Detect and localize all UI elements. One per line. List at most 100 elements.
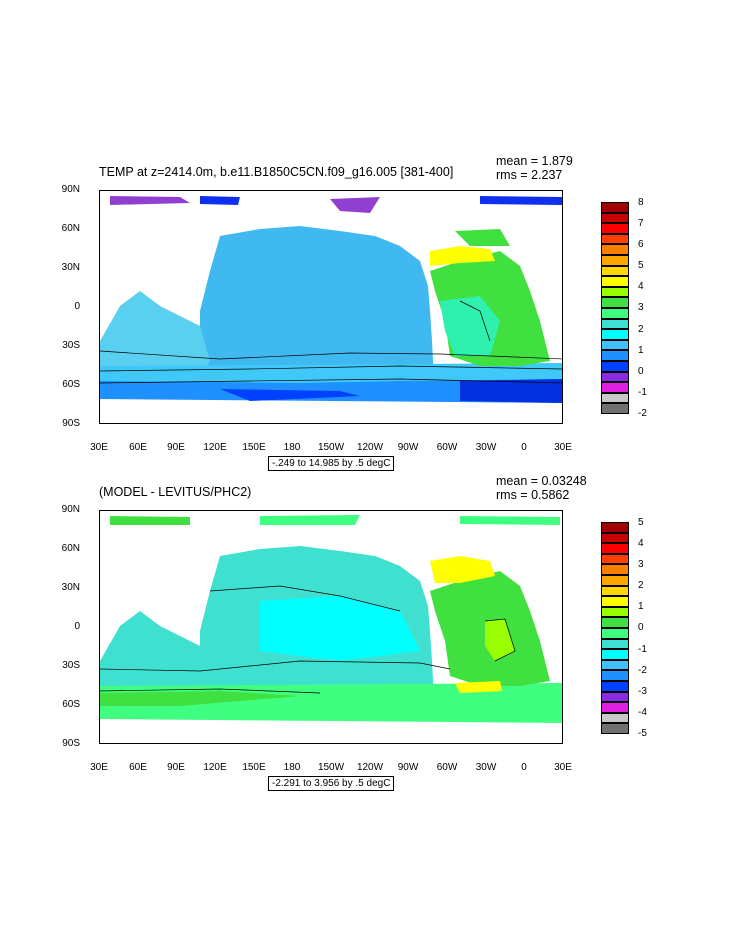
- panel-title: TEMP at z=2414.0m, b.e11.B1850C5CN.f09_g…: [99, 165, 454, 179]
- x-tick-label: 180: [283, 762, 301, 773]
- north-atlantic-warm-patch: [430, 556, 495, 583]
- mean-label: mean = 1.879: [496, 154, 573, 168]
- pacific-cool-patch: [260, 596, 420, 661]
- y-tick-label: 30S: [62, 340, 80, 351]
- arctic-green-patch-3: [460, 516, 560, 525]
- x-tick-label: 90W: [397, 762, 419, 773]
- x-tick-label: 120E: [203, 442, 227, 453]
- colorbar-swatch: [601, 670, 629, 681]
- colorbar-label: 6: [638, 239, 644, 250]
- contour-line: [100, 660, 451, 672]
- colorbar-swatch: [601, 723, 629, 734]
- colorbar-swatch: [601, 233, 629, 245]
- x-tick-label: 30E: [554, 442, 572, 453]
- x-tick-label: 30W: [475, 762, 497, 773]
- y-tick-label: 90N: [61, 504, 80, 515]
- contour-line: [100, 688, 321, 694]
- colorbar-swatch: [601, 276, 629, 287]
- x-tick-label: 150E: [242, 762, 266, 773]
- south-atlantic-warm-patch: [485, 619, 515, 661]
- colorbar-swatch: [601, 318, 629, 330]
- colorbar-label: 1: [638, 345, 644, 356]
- colorbar-swatch: [601, 628, 629, 639]
- y-tick-label: 90N: [61, 184, 80, 195]
- north-atlantic-warm-patch: [430, 246, 495, 266]
- weddell-cold-patch: [460, 379, 562, 403]
- x-tick-label: 30E: [554, 762, 572, 773]
- contour-range-label: -2.291 to 3.956 by .5 degC: [268, 776, 395, 791]
- colorbar-swatch: [601, 286, 629, 298]
- colorbar-swatch: [601, 638, 629, 650]
- arctic-purple-patch-2: [330, 197, 380, 213]
- colorbar-label: -4: [638, 707, 647, 718]
- y-tick-label: 60N: [61, 223, 80, 234]
- contour-line: [100, 350, 562, 360]
- colorbar-swatch: [601, 617, 629, 628]
- colorbar-label: -5: [638, 728, 647, 739]
- arctic-purple-patch: [110, 196, 190, 205]
- colorbar-label: 3: [638, 302, 644, 313]
- x-tick-label: 60E: [129, 442, 147, 453]
- y-tick-label: 60S: [62, 699, 80, 710]
- x-tick-label: 0: [521, 442, 527, 453]
- indian-basin-region: [100, 611, 210, 696]
- map-plot-area: [99, 510, 563, 744]
- colorbar: [601, 522, 629, 734]
- temperature-field-map: [100, 196, 562, 403]
- colorbar-swatch: [601, 691, 629, 703]
- x-tick-label: 180: [283, 442, 301, 453]
- map-panel-difference: (MODEL - LEVITUS/PHC2) mean = 0.03248 rm…: [0, 470, 733, 791]
- x-tick-label: 120W: [356, 762, 384, 773]
- colorbar-label: 3: [638, 559, 644, 570]
- arctic-blue-patch: [200, 196, 240, 205]
- x-tick-label: 60W: [436, 442, 458, 453]
- colorbar-label: 0: [638, 622, 644, 633]
- colorbar-swatch: [601, 265, 629, 277]
- rms-label: rms = 0.5862: [496, 488, 570, 502]
- colorbar-swatch: [601, 329, 629, 340]
- colorbar-swatch: [601, 543, 629, 554]
- y-tick-label: 30N: [61, 582, 80, 593]
- x-tick-label: 150W: [317, 442, 345, 453]
- x-tick-label: 150E: [242, 442, 266, 453]
- x-tick-label: 30E: [90, 762, 108, 773]
- y-tick-label: 30N: [61, 262, 80, 273]
- colorbar-label: -3: [638, 686, 647, 697]
- colorbar-label: 5: [638, 260, 644, 271]
- colorbar-swatch: [601, 297, 629, 308]
- x-tick-label: 30W: [475, 442, 497, 453]
- contour-range-label: -.249 to 14.985 by .5 degC: [268, 456, 395, 471]
- colorbar-swatch: [601, 596, 629, 607]
- y-tick-label: 60N: [61, 543, 80, 554]
- colorbar-label: -1: [638, 644, 647, 655]
- colorbar-swatch: [601, 606, 629, 618]
- colorbar-label: 2: [638, 324, 644, 335]
- colorbar-swatch: [601, 522, 629, 533]
- pacific-basin-region: [200, 226, 434, 383]
- colorbar-label: 0: [638, 366, 644, 377]
- panel-title: (MODEL - LEVITUS/PHC2): [99, 485, 252, 499]
- colorbar-swatch: [601, 339, 629, 351]
- contour-line: [484, 618, 516, 662]
- colorbar-swatch: [601, 532, 629, 544]
- colorbar-swatch: [601, 681, 629, 692]
- colorbar-swatch: [601, 202, 629, 213]
- colorbar: [601, 202, 629, 414]
- colorbar-swatch: [601, 392, 629, 404]
- colorbar-label: 1: [638, 601, 644, 612]
- colorbar-swatch: [601, 585, 629, 597]
- colorbar-label: 8: [638, 197, 644, 208]
- contour-line: [100, 365, 562, 372]
- colorbar-label: 4: [638, 538, 644, 549]
- colorbar-swatch: [601, 223, 629, 234]
- southern-cold-patch: [220, 389, 360, 401]
- x-tick-label: 90W: [397, 442, 419, 453]
- colorbar-swatch: [601, 564, 629, 575]
- x-tick-label: 90E: [167, 762, 185, 773]
- colorbar-label: 2: [638, 580, 644, 591]
- colorbar-swatch: [601, 308, 629, 319]
- mean-label: mean = 0.03248: [496, 474, 587, 488]
- south-atlantic-region: [440, 296, 500, 356]
- south-atlantic-yellow-patch: [455, 681, 502, 693]
- y-tick-label: 0: [74, 301, 80, 312]
